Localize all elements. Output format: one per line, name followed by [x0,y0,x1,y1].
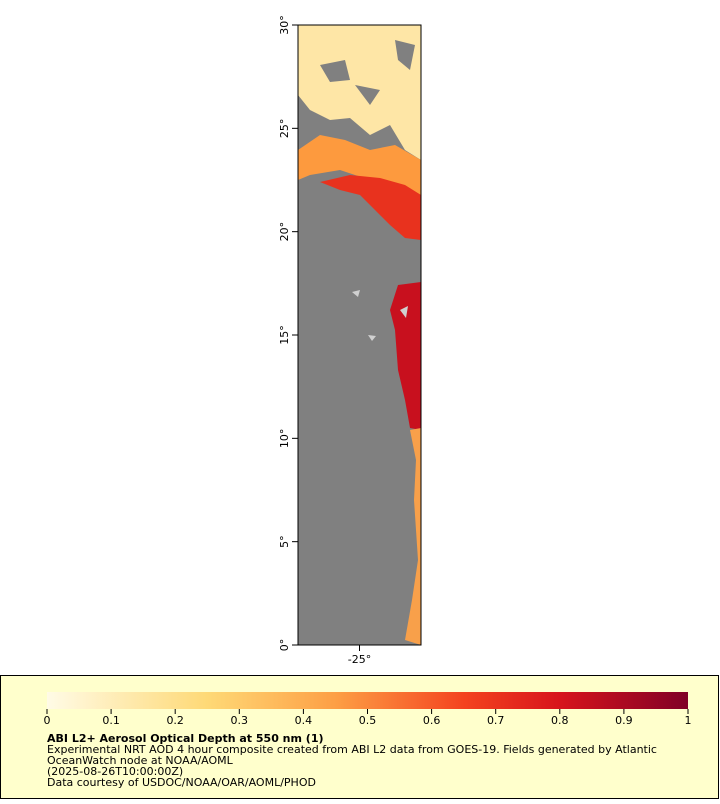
description-line: OceanWatch node at NOAA/AOML [47,754,234,767]
y-tick-label: 30° [278,15,291,35]
low-aod-region [298,25,421,160]
coastal-aod [405,428,421,645]
colorbar-tick-label: 0.7 [487,714,505,727]
description-line: Data courtesy of USDOC/NOAA/OAR/AOML/PHO… [47,776,316,789]
high-aod-region [320,175,421,240]
colorbar-tick-label: 1 [685,714,692,727]
y-tick-label: 15° [278,325,291,345]
colorbar-tick-label: 0.2 [166,714,184,727]
description-line: (2025-08-26T10:00:00Z) [47,765,183,778]
y-tick-label: 10° [278,429,291,449]
islands [352,290,408,341]
y-tick-label: 20° [278,222,291,242]
y-tick-label: 25° [278,119,291,139]
colorbar-tick-label: 0.3 [231,714,249,727]
colorbar-tick-label: 0.9 [615,714,633,727]
y-tick-label: 5° [278,535,291,548]
colorbar-tick-label: 0 [44,714,51,727]
map-field [298,25,421,645]
y-tick-label: 0° [278,639,291,652]
legend-title: ABI L2+ Aerosol Optical Depth at 550 nm … [47,732,324,745]
description-line: Experimental NRT AOD 4 hour composite cr… [47,743,657,756]
x-tick-label: -25° [348,653,371,666]
colorbar-tick-label: 0.8 [551,714,569,727]
colorbar-tick-label: 0.6 [423,714,441,727]
cloud-gap [320,40,415,105]
colorbar [47,692,688,709]
colorbar-tick-label: 0.1 [102,714,120,727]
colorbar-tick-label: 0.4 [295,714,313,727]
high-aod-coast [390,282,421,430]
colorbar-tick-label: 0.5 [359,714,377,727]
